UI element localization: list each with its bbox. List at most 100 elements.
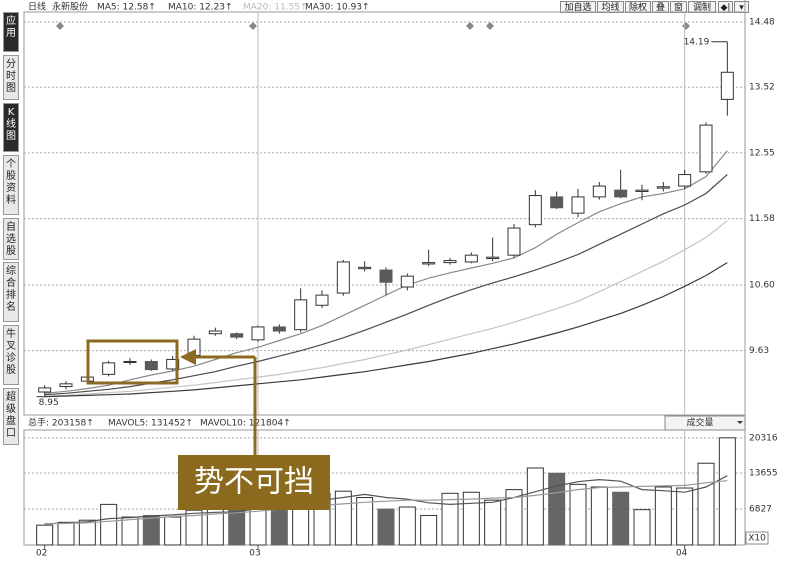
candle-body bbox=[336, 261, 350, 294]
volume-bar bbox=[57, 521, 75, 546]
volume-header: MAVOL10: 121804↑ bbox=[200, 419, 291, 429]
period: 日线 bbox=[28, 1, 46, 13]
candle-body bbox=[571, 196, 585, 214]
volume-bar bbox=[654, 486, 672, 546]
volume-bar bbox=[633, 509, 651, 546]
toolbar-button[interactable]: 窗 bbox=[670, 1, 687, 13]
volume-header: MAVOL5: 131452↑ bbox=[108, 419, 193, 429]
sidebar-tab[interactable]: 应用 bbox=[3, 12, 19, 52]
volume-bar bbox=[398, 506, 416, 546]
candle-body bbox=[614, 189, 628, 198]
volume-bar bbox=[164, 516, 182, 546]
callout-text: 势不可挡 bbox=[194, 465, 314, 500]
volume-bar bbox=[142, 514, 160, 546]
volume-selector[interactable]: 成交量 bbox=[686, 417, 713, 429]
volume-ma-line bbox=[44, 475, 728, 525]
candle-body bbox=[528, 195, 542, 226]
sidebar-tab[interactable]: 综合排名 bbox=[3, 262, 19, 322]
volume-bar bbox=[185, 509, 203, 546]
volume-bar bbox=[526, 467, 544, 546]
high-label: 14.19 bbox=[684, 37, 710, 47]
callout bbox=[86, 339, 330, 510]
candle-body bbox=[699, 124, 713, 173]
selector-box[interactable] bbox=[664, 415, 746, 431]
candle-body bbox=[422, 262, 436, 265]
y-tick-label: 14.48 bbox=[749, 18, 775, 28]
candle-body bbox=[507, 227, 521, 256]
y-tick-label: 9.63 bbox=[749, 346, 769, 356]
ma-label: MA20: 11.55↑ bbox=[243, 3, 308, 13]
candle-body bbox=[635, 189, 649, 192]
volume-bar bbox=[121, 516, 139, 546]
x-tick-label: 02 bbox=[36, 549, 47, 559]
candle-body bbox=[315, 294, 329, 306]
candle-body bbox=[123, 360, 137, 363]
volume-bar bbox=[505, 489, 523, 546]
y-tick-label: 12.55 bbox=[749, 148, 775, 158]
volume-bar bbox=[356, 497, 374, 546]
candle-body bbox=[166, 358, 180, 370]
candle-body bbox=[102, 362, 116, 375]
sidebar-tab[interactable]: 个股资料 bbox=[3, 155, 19, 215]
volume-bar bbox=[334, 490, 352, 546]
sidebar-tab[interactable]: 牛叉诊股 bbox=[3, 325, 19, 385]
event-markers bbox=[56, 22, 690, 30]
volume-bar bbox=[569, 483, 587, 546]
unit-box bbox=[745, 531, 769, 545]
candle-body bbox=[550, 196, 564, 209]
stock-name: 永新股份 bbox=[52, 1, 88, 13]
candle-body bbox=[230, 333, 244, 338]
volume-unit: X10 bbox=[748, 534, 766, 544]
volume-bar bbox=[36, 524, 54, 546]
ma-label: MA30: 10.93↑ bbox=[305, 3, 370, 13]
sidebar-tab[interactable]: 分时图 bbox=[3, 55, 19, 100]
y-tick-label: 13.52 bbox=[749, 83, 775, 93]
volume-bar bbox=[377, 508, 395, 546]
candle-body bbox=[208, 330, 222, 335]
dropdown-arrow[interactable] bbox=[737, 421, 743, 424]
candle-body bbox=[59, 383, 73, 388]
candle-body bbox=[294, 299, 308, 331]
candle-body bbox=[486, 256, 500, 260]
candle-body bbox=[464, 254, 478, 263]
y-tick-label: 10.60 bbox=[749, 280, 775, 290]
ma-line bbox=[44, 262, 728, 398]
volume-bar bbox=[420, 514, 438, 546]
y-tick-label: 20316 bbox=[749, 433, 778, 443]
volume-bar bbox=[462, 491, 480, 546]
volume-bar bbox=[484, 499, 502, 546]
y-tick-label: 11.58 bbox=[749, 214, 775, 224]
candle-body bbox=[38, 387, 52, 393]
candle-body bbox=[251, 326, 265, 341]
candle-body bbox=[272, 326, 286, 332]
candle-body bbox=[400, 275, 414, 288]
candle-body bbox=[379, 269, 393, 283]
y-tick-label: 13655 bbox=[749, 468, 778, 478]
volume-bar bbox=[612, 491, 630, 546]
x-tick-label: 03 bbox=[249, 549, 260, 559]
volume-bar bbox=[697, 462, 715, 546]
sidebar-tab[interactable]: K线图 bbox=[3, 103, 19, 152]
y-tick-label: 6827 bbox=[749, 504, 772, 514]
volume-bar bbox=[441, 492, 459, 546]
sidebar-tab[interactable]: 超级盘口 bbox=[3, 388, 19, 445]
candle-body bbox=[592, 185, 606, 198]
candle-body bbox=[720, 71, 734, 100]
sidebar-tab[interactable]: 自选股 bbox=[3, 218, 19, 260]
volume-bar bbox=[548, 472, 566, 546]
ma-line bbox=[44, 220, 728, 397]
ma-label: MA10: 12.23↑ bbox=[168, 3, 233, 13]
volume-bar bbox=[590, 486, 608, 546]
volume-bar bbox=[676, 487, 694, 546]
candle-body bbox=[656, 186, 670, 189]
volume-bar bbox=[100, 503, 118, 546]
volume-ma-line bbox=[44, 480, 728, 525]
x-tick-label: 04 bbox=[676, 549, 688, 559]
volume-bar bbox=[718, 437, 736, 546]
volume-header: 总手: 203158↑ bbox=[28, 417, 94, 429]
volume-bar bbox=[78, 519, 96, 546]
candle-body bbox=[443, 260, 457, 264]
candle-body bbox=[358, 266, 372, 270]
